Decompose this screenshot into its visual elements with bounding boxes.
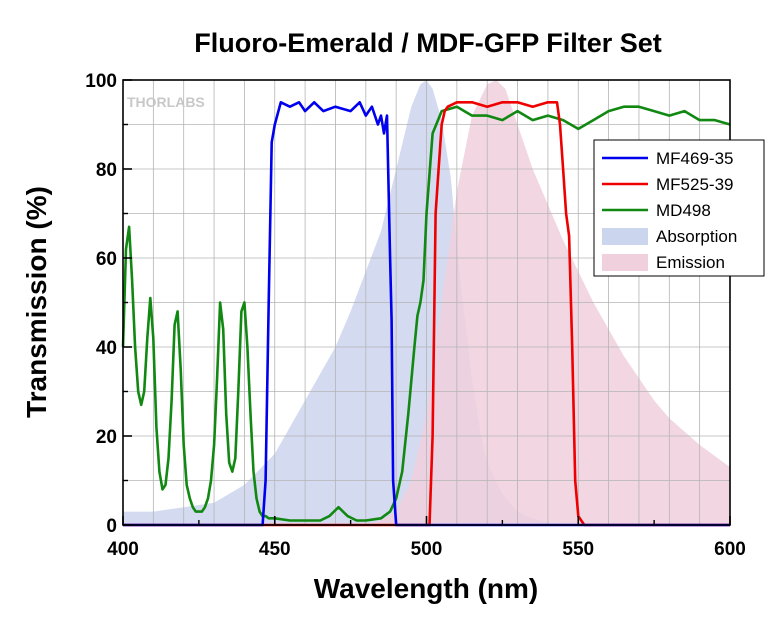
legend-label-emission: Emission xyxy=(656,253,725,272)
chart-title: Fluoro-Emerald / MDF-GFP Filter Set xyxy=(194,28,662,58)
legend: MF469-35 MF525-39 MD498 Absorption Emission xyxy=(593,139,765,277)
tick-group xyxy=(122,79,731,526)
line-md498 xyxy=(121,105,731,522)
y-tick-label: 80 xyxy=(96,160,117,181)
x-tick-label: 500 xyxy=(411,539,443,560)
y-tick-label: 60 xyxy=(96,249,117,270)
y-tick-label: 0 xyxy=(106,516,117,537)
y-axis-title: Transmission (%) xyxy=(21,186,52,418)
watermark-logo: THORLABS xyxy=(127,94,205,110)
line-mf469-35 xyxy=(123,101,730,527)
legend-label-mf469-35: MF469-35 xyxy=(656,149,733,168)
legend-swatch-absorption xyxy=(602,228,648,245)
x-tick-label: 600 xyxy=(714,539,746,560)
y-tick-label: 20 xyxy=(96,427,117,448)
line-mf525-39 xyxy=(123,101,730,527)
x-axis-title: Wavelength (nm) xyxy=(314,573,539,604)
legend-label-absorption: Absorption xyxy=(656,227,737,246)
legend-box xyxy=(593,139,765,277)
x-tick-label: 450 xyxy=(259,539,291,560)
x-tick-label: 400 xyxy=(107,539,139,560)
y-tick-label: 100 xyxy=(85,71,117,92)
line-series-group xyxy=(121,101,731,527)
legend-label-mf525-39: MF525-39 xyxy=(656,175,733,194)
legend-label-md498: MD498 xyxy=(656,201,711,220)
legend-swatch-emission xyxy=(602,254,648,271)
x-tick-label: 550 xyxy=(562,539,594,560)
y-tick-label: 40 xyxy=(96,338,117,359)
tick-label-group: 400 450 500 550 600 0 20 40 60 80 100 xyxy=(85,71,746,560)
